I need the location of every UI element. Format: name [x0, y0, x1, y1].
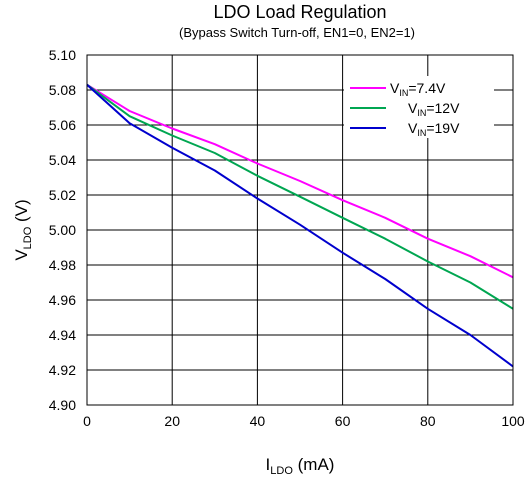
y-tick-label: 5.04 [49, 152, 76, 168]
y-tick-label: 5.08 [49, 82, 76, 98]
plot-area-frame [86, 54, 514, 406]
y-tick-label: 4.90 [49, 397, 76, 413]
y-axis-label-main: V [12, 249, 31, 261]
y-axis-label-sub: LDO [22, 226, 34, 249]
x-tick-label: 20 [164, 413, 180, 429]
y-tick-label: 5.06 [49, 117, 76, 133]
legend: VIN=7.4V VIN=12V VIN=19V [350, 80, 460, 138]
x-tick-labels: 0 20 40 60 80 100 [83, 413, 525, 429]
series-line-3 [86, 83, 514, 368]
y-axis-label: VLDO (V) [12, 199, 34, 260]
x-axis-label-suffix: (mA) [293, 455, 335, 474]
series-lines [86, 83, 514, 368]
y-tick-label: 5.10 [49, 47, 76, 63]
y-tick-label: 4.92 [49, 362, 76, 378]
x-axis-label-main: I [266, 455, 271, 474]
x-tick-label: 40 [250, 413, 266, 429]
x-tick-label: 80 [420, 413, 436, 429]
x-tick-label: 100 [501, 413, 525, 429]
chart-title: LDO Load Regulation [213, 2, 386, 22]
y-tick-label: 5.02 [49, 187, 76, 203]
y-axis-label-suffix: (V) [12, 199, 31, 226]
x-axis-label-sub: LDO [270, 465, 293, 477]
y-tick-label: 4.94 [49, 327, 76, 343]
legend-label-2: VIN=12V [408, 100, 460, 118]
x-tick-label: 0 [83, 413, 91, 429]
chart-subtitle: (Bypass Switch Turn-off, EN1=0, EN2=1) [179, 25, 415, 40]
legend-label-1: VIN=7.4V [390, 80, 446, 98]
series-line-1 [86, 83, 514, 279]
x-axis-label: ILDO (mA) [266, 455, 335, 477]
y-tick-label: 4.96 [49, 292, 76, 308]
series-line-2 [86, 83, 514, 310]
y-tick-labels: 4.90 4.92 4.94 4.96 4.98 5.00 5.02 5.04 5.06 5.08… [49, 47, 76, 413]
y-tick-label: 5.00 [49, 222, 76, 238]
y-tick-label: 4.98 [49, 257, 76, 273]
x-tick-label: 60 [335, 413, 351, 429]
legend-label-3: VIN=19V [408, 120, 460, 138]
